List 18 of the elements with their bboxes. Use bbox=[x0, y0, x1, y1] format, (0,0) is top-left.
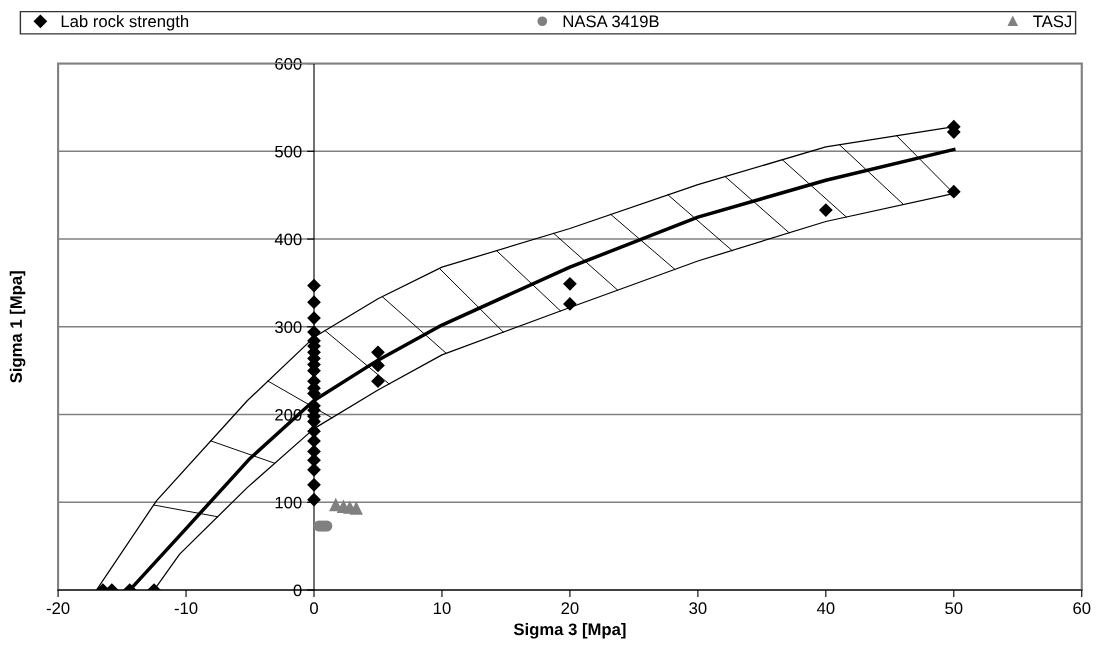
x-tick-label: 0 bbox=[310, 602, 318, 615]
x-tick-label: 20 bbox=[561, 602, 579, 615]
x-tick-label: -20 bbox=[46, 602, 70, 615]
x-tick-label: 60 bbox=[1073, 602, 1091, 615]
legend-label: NASA 3419B bbox=[563, 15, 659, 28]
y-axis-title: Sigma 1 [Mpa] bbox=[9, 271, 26, 383]
x-tick-label: 50 bbox=[945, 602, 963, 615]
y-tick-label: 500 bbox=[275, 145, 302, 158]
x-tick-label: 10 bbox=[433, 602, 451, 615]
x-axis-title: Sigma 3 [Mpa] bbox=[513, 622, 626, 639]
legend-label: Lab rock strength bbox=[61, 15, 189, 31]
y-tick-label: 300 bbox=[275, 321, 302, 334]
x-tick-label: 30 bbox=[689, 602, 707, 615]
x-tick-label: -10 bbox=[174, 602, 198, 615]
y-tick-label: 100 bbox=[275, 496, 302, 509]
y-tick-label: 400 bbox=[274, 233, 302, 246]
x-tick-label: 40 bbox=[816, 602, 835, 615]
legend-label: TASJ bbox=[1033, 15, 1072, 28]
